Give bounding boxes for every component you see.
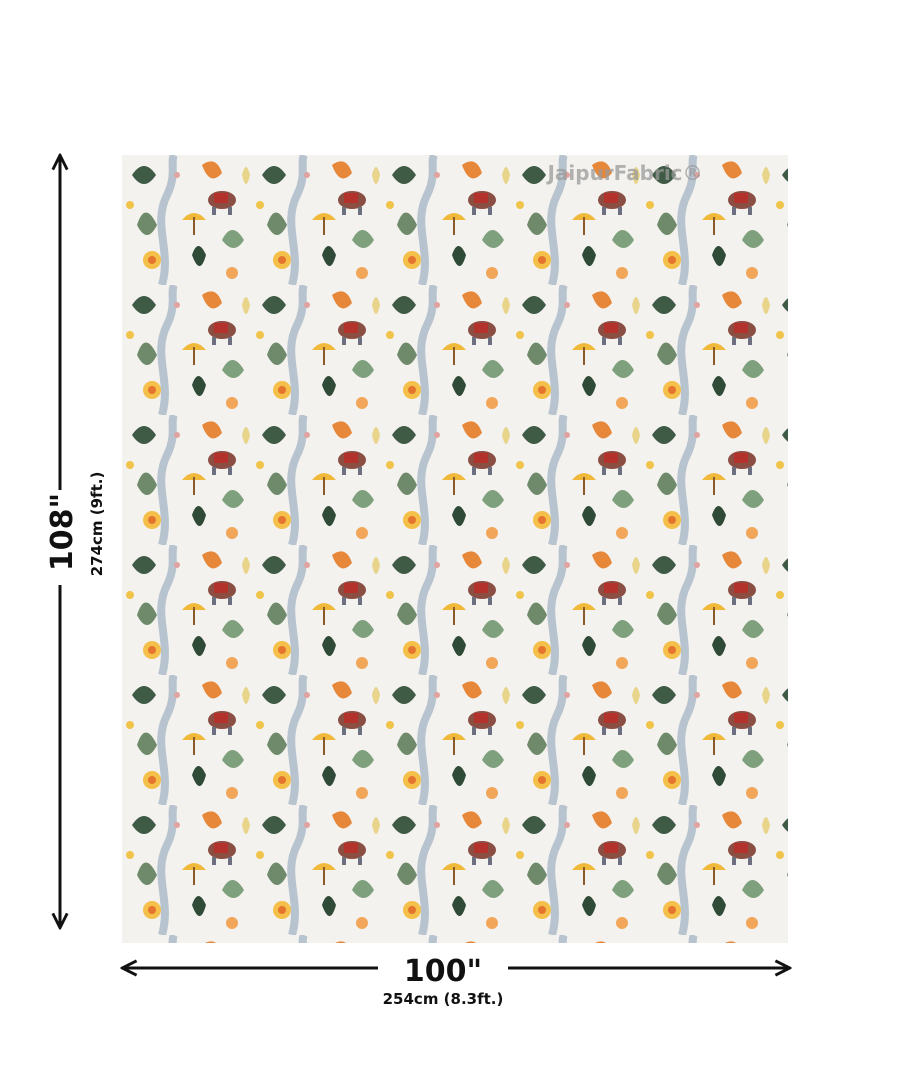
height-label: 108" [45,493,80,571]
width-label: 100" [404,954,482,989]
fabric [122,155,788,943]
width-detail: 254cm (8.3ft.) [383,990,504,1008]
watermark: JaipurFabric® [545,161,702,185]
height-detail: 274cm (9ft.) [88,472,106,577]
